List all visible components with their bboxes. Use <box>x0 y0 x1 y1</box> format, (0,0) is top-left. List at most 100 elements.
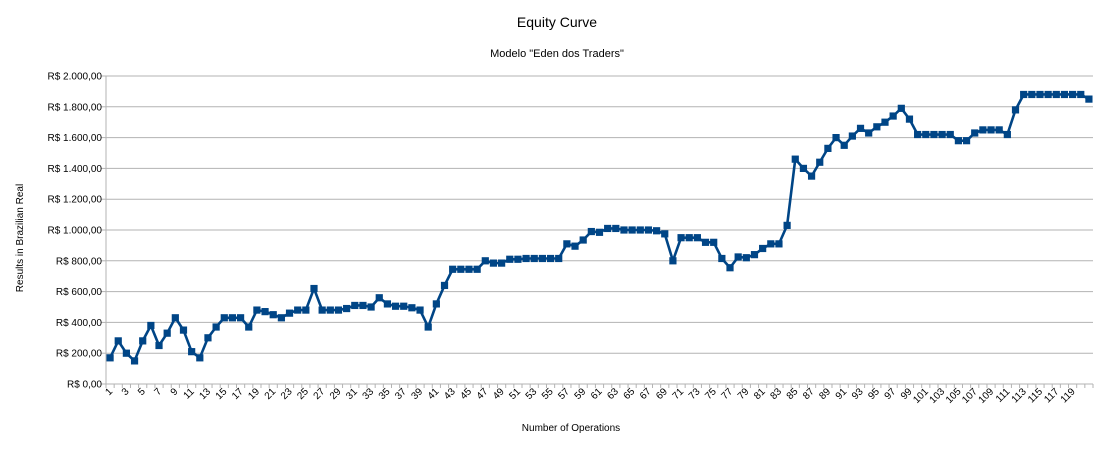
data-point <box>391 302 400 310</box>
x-tick-label: 109 <box>977 386 997 406</box>
data-point <box>1085 95 1093 103</box>
data-point <box>563 240 571 248</box>
y-tick-label: R$ 1.200,00 <box>48 195 103 206</box>
data-point <box>351 301 359 310</box>
x-tick-label: 61 <box>589 386 605 402</box>
x-tick-label: 95 <box>866 386 882 402</box>
x-tick-label: 37 <box>393 386 409 402</box>
data-point <box>604 224 612 233</box>
x-tick-label: 89 <box>817 386 833 402</box>
x-tick-label: 59 <box>573 386 589 402</box>
x-tick-label: 63 <box>605 386 621 402</box>
x-tick-label: 75 <box>703 386 719 402</box>
x-tick-label: 17 <box>230 386 246 402</box>
x-tick-label: 39 <box>410 386 426 402</box>
x-tick-label: 47 <box>475 386 491 402</box>
x-axis-title: Number of Operations <box>522 423 620 434</box>
data-point <box>318 306 326 314</box>
data-point <box>824 144 832 152</box>
data-point <box>701 238 710 246</box>
data-point <box>440 281 449 290</box>
data-point <box>995 126 1003 134</box>
x-tick-label: 93 <box>850 386 866 402</box>
data-point <box>204 334 212 342</box>
data-point <box>897 104 905 112</box>
data-point <box>1003 130 1011 139</box>
data-point <box>171 314 179 322</box>
x-tick-label: 31 <box>344 386 360 402</box>
x-tick-label: 51 <box>507 386 523 402</box>
y-tick-label: R$ 2.000,00 <box>48 72 103 83</box>
data-point <box>938 130 946 139</box>
series-equity <box>106 90 1093 365</box>
data-point <box>359 301 367 310</box>
y-tick-label: R$ 1.000,00 <box>48 226 103 237</box>
data-point <box>343 304 351 313</box>
data-point <box>383 300 392 308</box>
data-point <box>865 129 873 137</box>
data-point <box>930 130 938 139</box>
data-point <box>285 309 294 317</box>
data-point <box>408 304 416 312</box>
data-point <box>710 238 718 246</box>
x-tick-label: 57 <box>556 386 572 402</box>
x-tick-label: 101 <box>911 386 931 406</box>
data-point <box>742 254 750 262</box>
data-point <box>571 242 579 250</box>
x-tick-label: 45 <box>458 386 474 402</box>
data-point <box>636 226 644 234</box>
y-tick-label: R$ 200,00 <box>56 349 103 360</box>
data-point <box>848 132 856 140</box>
data-point <box>987 126 995 134</box>
data-point <box>767 240 775 248</box>
x-tick-label: 35 <box>377 386 393 402</box>
data-point <box>791 155 799 163</box>
chart-subtitle: Modelo "Eden dos Traders" <box>490 48 624 60</box>
data-point <box>506 255 514 263</box>
x-tick-label: 81 <box>752 386 768 402</box>
data-point <box>294 306 302 314</box>
data-point <box>375 294 383 302</box>
x-tick-label: 113 <box>1010 386 1029 405</box>
y-tick-label: R$ 800,00 <box>56 256 103 267</box>
data-point <box>669 257 677 265</box>
x-tick-label: 87 <box>801 386 817 402</box>
data-point <box>522 254 530 263</box>
data-point <box>595 228 604 236</box>
data-point <box>783 221 791 229</box>
data-point <box>538 254 546 263</box>
data-point <box>775 240 783 248</box>
data-point <box>236 314 245 322</box>
data-point <box>922 130 930 139</box>
data-point <box>840 141 848 149</box>
data-point <box>612 224 620 233</box>
data-point <box>432 300 440 308</box>
data-point <box>971 129 979 137</box>
x-tick-label: 25 <box>295 386 311 402</box>
x-tick-label: 83 <box>768 386 784 402</box>
data-point <box>212 323 220 331</box>
data-point <box>1052 90 1060 99</box>
y-axis-ticks: R$ 0,00 R$ 200,00 R$ 400,00 R$ 600,00 R$ 800… <box>48 72 106 391</box>
data-point <box>799 164 808 172</box>
x-tick-label: 55 <box>540 386 556 402</box>
x-tick-label: 119 <box>1059 386 1078 405</box>
data-point <box>253 306 261 314</box>
data-point <box>310 284 318 293</box>
x-tick-label: 107 <box>960 386 980 406</box>
data-point <box>685 234 693 242</box>
x-tick-label: 13 <box>197 386 213 402</box>
data-point <box>334 306 343 314</box>
x-tick-label: 97 <box>883 386 899 402</box>
data-point <box>473 265 481 273</box>
x-tick-label: 19 <box>246 386 262 402</box>
data-point <box>881 118 889 126</box>
data-point <box>677 234 685 242</box>
data-point <box>261 308 269 316</box>
x-tick-label: 67 <box>638 386 654 402</box>
data-point <box>367 303 375 311</box>
data-point <box>979 126 987 134</box>
data-point <box>326 306 334 314</box>
x-axis-ticks: 1 3 5 7 9 11 13 15 17 19 21 23 25 27 29 31 33 35 37 39 41 43 4… <box>103 384 1094 406</box>
